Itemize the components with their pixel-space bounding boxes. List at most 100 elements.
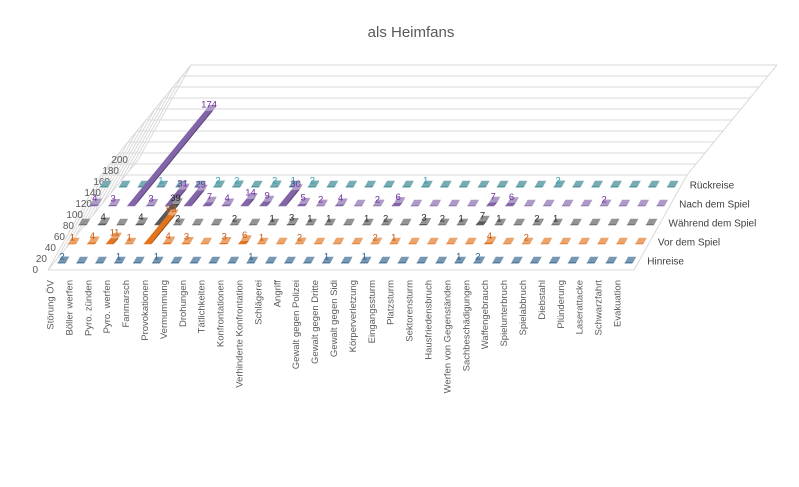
data-label: 3 [184, 232, 189, 243]
bar-front [278, 189, 300, 207]
bar-front [172, 224, 182, 226]
bar-top [95, 256, 107, 263]
bar-top [467, 199, 479, 206]
bar-top [147, 199, 159, 205]
bar [210, 218, 223, 226]
data-label: 2 [440, 213, 445, 224]
bar-top [568, 256, 580, 263]
bar-top [570, 218, 582, 225]
bar [523, 199, 536, 207]
bar-top [394, 197, 406, 203]
bar [116, 218, 128, 226]
bar [586, 256, 599, 264]
bar-top [551, 218, 563, 225]
bar-top [246, 193, 258, 199]
bar-front [607, 224, 617, 226]
bar [521, 237, 534, 245]
data-label: 1 [154, 252, 159, 263]
chart-title: als Heimfans [368, 24, 455, 41]
gridlines [47, 64, 778, 271]
gridline [137, 64, 777, 161]
bar-top [265, 256, 277, 263]
bar-front [475, 221, 487, 226]
bar-front [486, 202, 497, 207]
y-tick-label: 80 [63, 221, 75, 232]
data-label: 4 [92, 193, 97, 204]
bar [172, 218, 185, 226]
bar-front [567, 262, 577, 264]
bar-front [437, 224, 447, 226]
bar-top [497, 180, 509, 187]
bar [666, 180, 679, 188]
bar-top [572, 180, 584, 187]
bar-top [371, 237, 383, 244]
bar-front [418, 223, 428, 226]
bar [89, 198, 102, 207]
data-label: 2 [383, 213, 388, 224]
bar-front [221, 204, 232, 207]
bar-front [321, 262, 331, 264]
data-label: 2 [272, 175, 277, 186]
bar [567, 256, 580, 264]
bar [57, 256, 70, 264]
bar [445, 237, 458, 245]
bar-front [391, 203, 403, 207]
bar [275, 237, 288, 245]
category-label: Konfrontationen [216, 280, 227, 347]
bar-front [553, 186, 563, 188]
bar-front [105, 238, 119, 245]
bar-front [477, 186, 487, 188]
bar [189, 256, 202, 264]
data-label: 2 [234, 175, 239, 186]
bar [588, 218, 601, 226]
bar-top [492, 256, 504, 263]
data-label: 4 [224, 193, 229, 204]
bar [628, 180, 641, 188]
bar-top [136, 217, 148, 224]
bar-top [211, 218, 223, 225]
bar [284, 256, 296, 264]
bar-top [454, 256, 466, 263]
floor-edge [48, 174, 688, 271]
bar-top [591, 180, 603, 187]
bar [548, 256, 561, 264]
bar-front [580, 205, 590, 207]
bar-front [145, 204, 155, 207]
bar-top [116, 218, 128, 225]
data-label: 1 [248, 252, 253, 263]
bar-top [362, 218, 374, 225]
bar-front [666, 186, 676, 188]
bar-front [510, 262, 520, 264]
category-label: Angriff [272, 280, 283, 308]
bar-top [474, 256, 486, 263]
bar [213, 180, 225, 188]
bar [599, 199, 612, 207]
bar [361, 218, 374, 226]
bar [645, 218, 658, 226]
bar-top [438, 218, 450, 225]
data-label: 1 [496, 214, 501, 225]
data-label: 1 [259, 233, 264, 244]
bar-top [562, 199, 574, 206]
bar-top [398, 256, 410, 263]
bar-front [189, 262, 199, 264]
bar [559, 237, 572, 245]
bar [580, 199, 593, 207]
bar-top [420, 218, 432, 224]
bar-front [473, 262, 482, 264]
bar-front [95, 262, 104, 264]
bar-top [427, 237, 439, 244]
category-label: Körperverletzung [348, 280, 359, 352]
bar-front [456, 224, 466, 226]
bar-front [420, 186, 430, 188]
data-label: 6 [509, 192, 514, 203]
bar-top [240, 235, 252, 241]
bar-top [232, 180, 244, 187]
bar-top [600, 199, 612, 206]
bar-top [268, 218, 280, 225]
data-label: 2 [318, 194, 323, 205]
bar [135, 217, 148, 226]
bar-top [295, 237, 307, 244]
category-axis: Störung ÖV Böller werfen Pyro. zünden Pyro.… [46, 279, 624, 393]
data-label: 1 [458, 214, 463, 225]
